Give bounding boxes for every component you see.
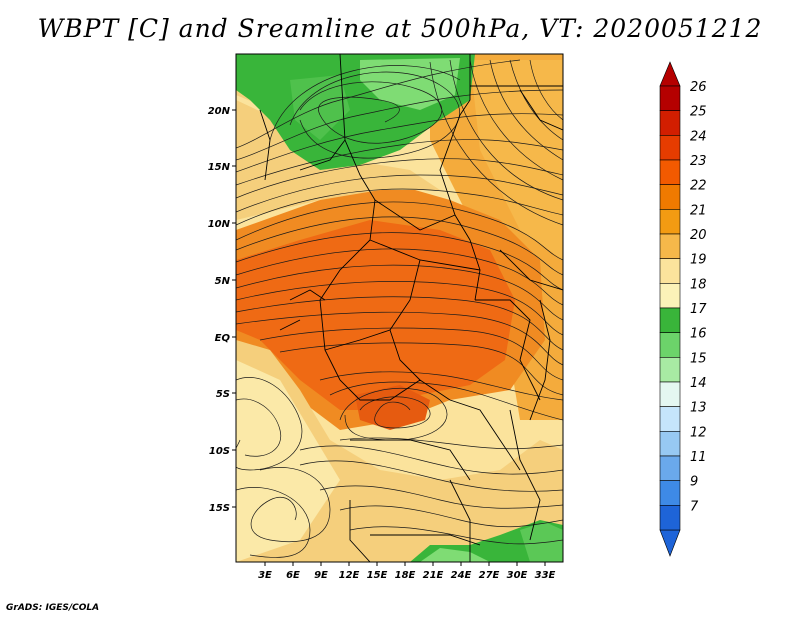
lon-label-27e: 27E [479, 570, 500, 581]
colorbar-label: 17 [690, 302, 707, 317]
colorbar-label: 21 [690, 203, 707, 218]
wbpt-shading [236, 54, 563, 562]
colorbar-label: 25 [690, 105, 707, 120]
colorbar-top-arrow [659, 61, 681, 87]
green-southeast [520, 522, 563, 562]
colorbar-label: 15 [690, 351, 707, 366]
colorbar-segment [659, 357, 681, 383]
lat-label-15s: 15S [209, 503, 230, 514]
colorbar-segment [659, 209, 681, 235]
colorbar-label: 13 [690, 401, 707, 416]
green-light-south [420, 548, 490, 562]
colorbar-segment [659, 258, 681, 284]
map-frame [235, 53, 564, 563]
colorbar-label: 24 [690, 129, 707, 144]
colorbar-segment [659, 110, 681, 136]
colorbar-bottom-arrow [659, 529, 681, 557]
lat-label-10n: 10N [208, 219, 231, 230]
colorbar-label: 11 [690, 450, 707, 465]
green-mid-north [290, 75, 350, 140]
lat-label-10s: 10S [209, 446, 230, 457]
colorbar-segment [659, 406, 681, 432]
green-light-north [360, 58, 460, 110]
colorbar-label: 16 [690, 327, 707, 342]
red-orange-core [236, 220, 515, 410]
lat-label-5n: 5N [215, 276, 231, 287]
lon-label-6e: 6E [286, 570, 300, 581]
colorbar-segment [659, 283, 681, 309]
colorbar-segment [659, 431, 681, 457]
colorbar-segment [659, 233, 681, 259]
colorbar-segment [659, 85, 681, 111]
lon-label-18e: 18E [395, 570, 416, 581]
colorbar-segment [659, 381, 681, 407]
longitude-axis: 3E 6E 9E 12E 15E 18E 21E 24E 27E 30E 33E [258, 562, 556, 581]
map-title: WBPT [C] and Sreamline at 500hPa, VT: 20… [37, 14, 763, 43]
colorbar-segment [659, 332, 681, 358]
lon-label-3e: 3E [258, 570, 272, 581]
lat-label-eq: EQ [215, 333, 231, 344]
light-orange-ne [470, 60, 563, 260]
lon-label-30e: 30E [507, 570, 528, 581]
colorbar-label: 19 [690, 253, 707, 268]
colorbar-label: 22 [690, 179, 707, 194]
colorbar-label: 18 [690, 277, 707, 292]
lat-label-20n: 20N [208, 106, 231, 117]
colorbar-segment [659, 159, 681, 185]
colorbar-label: 26 [690, 80, 707, 95]
lat-label-15n: 15N [208, 162, 231, 173]
colorbar-segment [659, 135, 681, 161]
colorbar-segment [659, 307, 681, 333]
yellow-southwest [236, 360, 340, 562]
lon-label-24e: 24E [451, 570, 472, 581]
lon-label-9e: 9E [314, 570, 328, 581]
colorbar-label: 14 [690, 376, 707, 391]
colorbar-label: 23 [690, 154, 707, 169]
colorbar-segment [659, 455, 681, 481]
lon-label-21e: 21E [423, 570, 444, 581]
colorbar-label: 9 [690, 475, 698, 490]
colorbar-segment [659, 184, 681, 210]
colorbar-label: 20 [690, 228, 707, 243]
lon-label-33e: 33E [535, 570, 556, 581]
colorbar-label: 12 [690, 425, 707, 440]
colorbar-label: 7 [690, 499, 699, 514]
colorbar: 26 25 24 23 22 21 20 19 18 17 16 15 14 13 12 11 9 7 [659, 61, 707, 557]
latitude-axis: 20N 15N 10N 5N EQ 5S 10S 15S [208, 106, 236, 514]
colorbar-segment [659, 505, 681, 531]
streamlines [236, 59, 563, 558]
lon-label-15e: 15E [367, 570, 388, 581]
lat-label-5s: 5S [216, 389, 230, 400]
country-borders [259, 54, 563, 562]
grads-credit: GrADS: IGES/COLA [6, 603, 100, 613]
lon-label-12e: 12E [339, 570, 360, 581]
red-orange-cyclone [355, 385, 430, 430]
colorbar-segment [659, 480, 681, 506]
